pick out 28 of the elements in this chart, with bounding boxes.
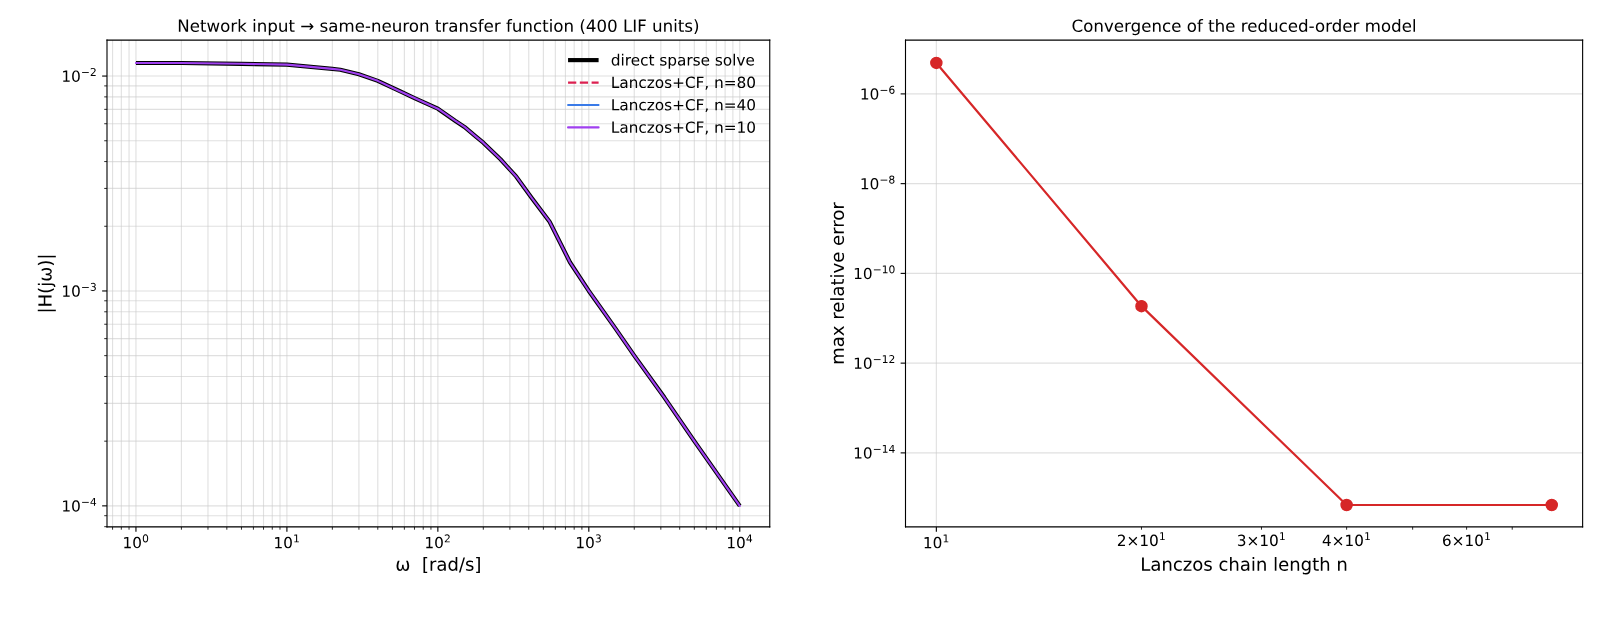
y-tick-label: 10$^{−12}$ — [854, 355, 895, 370]
y-tick-label: 10$^{−6}$ — [861, 85, 895, 100]
y-tick-label: 10$^{−3}$ — [63, 282, 96, 297]
y-tick-label: 10$^{−2}$ — [63, 67, 96, 82]
legend-label: Lanczos+CF, n=80 — [612, 76, 755, 90]
y-axis-title: |H(jω)| — [37, 255, 56, 312]
legend-label: direct sparse solve — [611, 53, 755, 69]
y-axis-title: max relative error — [830, 202, 845, 364]
x-tick-label: 6×10$^{1}$ — [1443, 532, 1490, 547]
x-tick-label: 10$^{1}$ — [924, 534, 949, 549]
x-tick-label: 10$^{4}$ — [728, 534, 753, 549]
x-axis-title: ω [rad/s] — [396, 556, 480, 574]
x-tick-label: 3×10$^{1}$ — [1237, 532, 1285, 547]
chart-title: Convergence of the reduced-order model — [1072, 19, 1416, 36]
legend-label: Lanczos+CF, n=40 — [612, 98, 755, 113]
y-tick-label: 10$^{−4}$ — [63, 497, 97, 512]
x-axis-title: Lanczos chain length n — [1142, 556, 1347, 575]
x-tick-label: 2×10$^{1}$ — [1117, 532, 1165, 547]
chart-title: Network input → same-neuron transfer function (400 LIF units) — [178, 19, 699, 36]
y-tick-label: 10$^{−14}$ — [854, 444, 895, 459]
y-tick-label: 10$^{−8}$ — [861, 175, 895, 190]
x-tick-label: 10$^{3}$ — [577, 534, 601, 549]
x-tick-label: 10$^{0}$ — [124, 534, 149, 549]
legend-label: Lanczos+CF, n=10 — [612, 121, 755, 135]
x-tick-label: 4×10$^{1}$ — [1322, 532, 1370, 547]
x-tick-label: 10$^{2}$ — [426, 534, 450, 549]
x-tick-label: 10$^{1}$ — [275, 534, 299, 549]
y-tick-label: 10$^{−10}$ — [854, 265, 895, 280]
